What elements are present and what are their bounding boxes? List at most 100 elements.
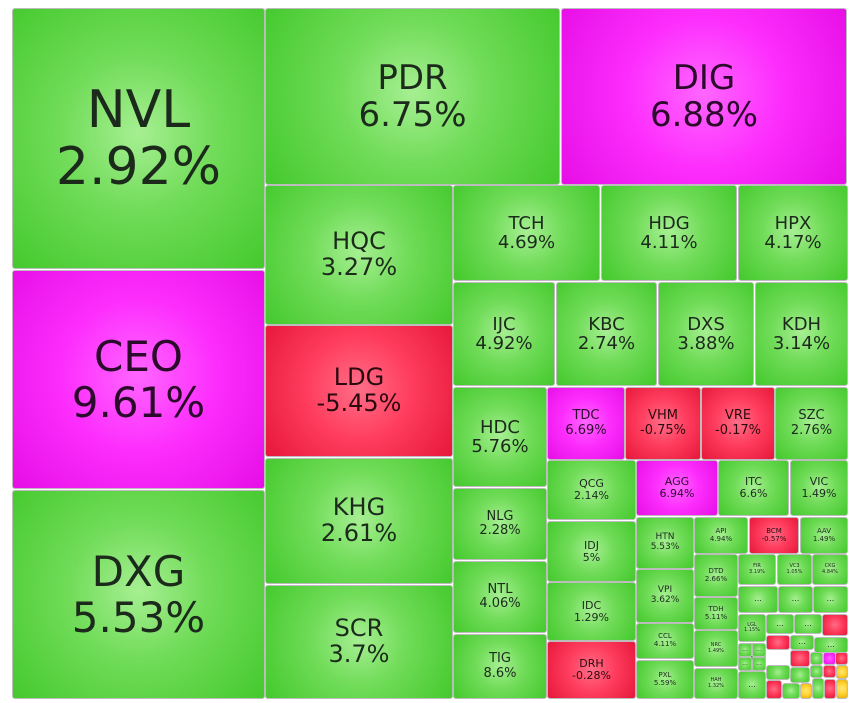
treemap-tile-minor-75[interactable] [836,679,848,699]
treemap-tile-ckg[interactable]: CKG 4.84% [812,554,848,585]
treemap-tile-minor-72[interactable] [800,683,812,699]
tile-ticker-label: ... [776,618,784,628]
treemap-tile-hah[interactable]: HAH 1.32% [694,668,738,699]
treemap-tile-dxs[interactable]: DXS 3.88% [658,282,754,386]
treemap-tile-pdr[interactable]: PDR 6.75% [265,8,560,185]
treemap-tile-qcg[interactable]: QCG 2.14% [547,460,636,520]
treemap-tile-hdc[interactable]: HDC 5.76% [453,387,547,487]
tile-change-label: 1.49% [801,487,837,500]
treemap-tile-scr[interactable]: SCR 3.7% [265,585,453,699]
treemap-tile-minor-61[interactable] [766,680,782,699]
treemap-tile-minor-55[interactable]: ... [790,635,814,650]
treemap-tile-minor-71[interactable] [782,683,800,699]
treemap-tile-minor-58[interactable]: ... [738,657,752,671]
treemap-tile-hdg[interactable]: HDG 4.11% [601,185,737,281]
treemap-tile-vic[interactable]: VIC 1.49% [790,460,848,516]
tile-ticker-label: IJC [492,313,516,335]
treemap-tile-minor-63[interactable] [810,652,823,665]
treemap-tile-kbc[interactable]: KBC 2.74% [556,282,657,386]
treemap-tile-minor-68[interactable] [810,665,823,678]
treemap-tile-vc3[interactable]: VC3 1.05% [777,554,812,585]
treemap-tile-minor-69[interactable] [823,665,836,678]
treemap-tile-bcm[interactable]: BCM -0.57% [749,517,799,554]
treemap-tile-minor-48[interactable]: ... [778,586,813,613]
tile-ticker-label: SCR [334,614,384,643]
treemap-tile-minor-62[interactable] [790,650,810,667]
treemap-tile-minor-70[interactable] [836,665,848,679]
treemap-tile-tdc[interactable]: TDC 6.69% [547,387,625,460]
treemap-tile-minor-52[interactable]: ... [794,614,822,634]
treemap-tile-minor-51[interactable]: ... [766,614,794,634]
treemap-tile-idj[interactable]: IDJ 5% [547,521,636,582]
treemap-tile-nlg[interactable]: NLG 2.28% [453,488,547,560]
treemap-tile-minor-65[interactable] [835,652,848,665]
treemap-tile-ldg[interactable]: LDG -5.45% [265,325,453,457]
treemap-tile-hqc[interactable]: HQC 3.27% [265,185,453,325]
tile-ticker-label: DRH [579,657,604,671]
treemap-tile-minor-60[interactable]: ... [752,657,766,671]
tile-ticker-label: API [715,526,727,535]
tile-ticker-label: ... [756,645,762,653]
tile-ticker-label: KHG [332,493,386,522]
tile-change-label: 3.14% [772,333,831,354]
treemap-tile-pxl[interactable]: PXL 5.59% [636,660,694,699]
treemap-tile-drh[interactable]: DRH -0.28% [547,641,636,699]
treemap-tile-minor-66[interactable] [766,665,790,680]
treemap-tile-minor-53[interactable]: ... [738,671,766,699]
tile-ticker-label: TDC [572,408,600,424]
treemap-tile-dig[interactable]: DIG 6.88% [561,8,847,185]
treemap-tile-tch[interactable]: TCH 4.69% [453,185,600,281]
tile-change-label: 4.69% [497,232,556,253]
tile-change-label: 9.61% [71,377,206,427]
tile-ticker-label: TIG [489,651,511,667]
tile-ticker-label: PXL [658,670,672,679]
tile-change-label: 2.76% [790,422,833,438]
treemap-tile-vpi[interactable]: VPI 3.62% [636,569,694,623]
treemap-tile-minor-54[interactable] [766,635,790,650]
tile-ticker-label: ... [804,618,812,628]
treemap-tile-kdh[interactable]: KDH 3.14% [755,282,848,386]
tile-ticker-label: BCM [766,526,782,535]
treemap-tile-vre[interactable]: VRE -0.17% [701,387,775,460]
treemap-tile-minor-50[interactable] [822,614,848,636]
treemap-tile-agg[interactable]: AGG 6.94% [636,460,718,516]
tile-change-label: -5.45% [316,389,402,417]
treemap-tile-ijc[interactable]: IJC 4.92% [453,282,555,386]
tile-ticker-label: ... [827,639,835,649]
treemap-tile-ccl[interactable]: CCL 4.11% [636,623,694,659]
treemap-tile-aav[interactable]: AAV 1.49% [800,517,848,554]
treemap-tile-fir[interactable]: FIR 3.19% [738,554,776,585]
treemap-tile-api[interactable]: API 4.94% [694,517,748,554]
treemap-tile-minor-59[interactable]: ... [752,643,766,657]
treemap-tile-vhm[interactable]: VHM -0.75% [625,387,701,460]
treemap-tile-itc[interactable]: ITC 6.6% [718,460,789,516]
treemap-tile-dxg[interactable]: DXG 5.53% [12,490,265,699]
tile-ticker-label: QCG [579,477,604,491]
treemap-tile-lgl[interactable]: LGL 1.15% [738,614,766,642]
treemap-tile-hpx[interactable]: HPX 4.17% [738,185,848,281]
treemap-tile-minor-49[interactable]: ... [813,586,848,613]
tile-ticker-label: ... [756,659,762,667]
tile-ticker-label: NRC [710,642,722,649]
treemap-tile-minor-73[interactable] [812,678,824,699]
treemap-tile-minor-67[interactable] [790,667,810,683]
treemap-tile-tdh[interactable]: TDH 5.11% [694,597,738,630]
treemap-tile-tig[interactable]: TIG 8.6% [453,634,547,699]
treemap-tile-nvl[interactable]: NVL 2.92% [12,8,265,269]
treemap-tile-minor-74[interactable] [824,679,836,699]
treemap-tile-nrc[interactable]: NRC 1.49% [694,630,738,667]
treemap-tile-minor-57[interactable]: ... [738,643,752,657]
treemap-tile-dtd[interactable]: DTD 2.66% [694,554,738,597]
treemap-tile-szc[interactable]: SZC 2.76% [775,387,848,460]
tile-ticker-label: HDC [480,416,520,438]
treemap-tile-idc[interactable]: IDC 1.29% [547,582,636,641]
treemap-tile-ntl[interactable]: NTL 4.06% [453,561,547,633]
tile-ticker-label: VHM [648,408,678,424]
tile-change-label: 6.69% [565,422,607,438]
treemap-tile-minor-47[interactable]: ... [738,586,778,613]
treemap-tile-khg[interactable]: KHG 2.61% [265,458,453,584]
treemap-tile-ceo[interactable]: CEO 9.61% [12,270,265,489]
treemap-tile-htn[interactable]: HTN 5.53% [636,517,694,569]
treemap-tile-minor-56[interactable]: ... [814,637,848,653]
